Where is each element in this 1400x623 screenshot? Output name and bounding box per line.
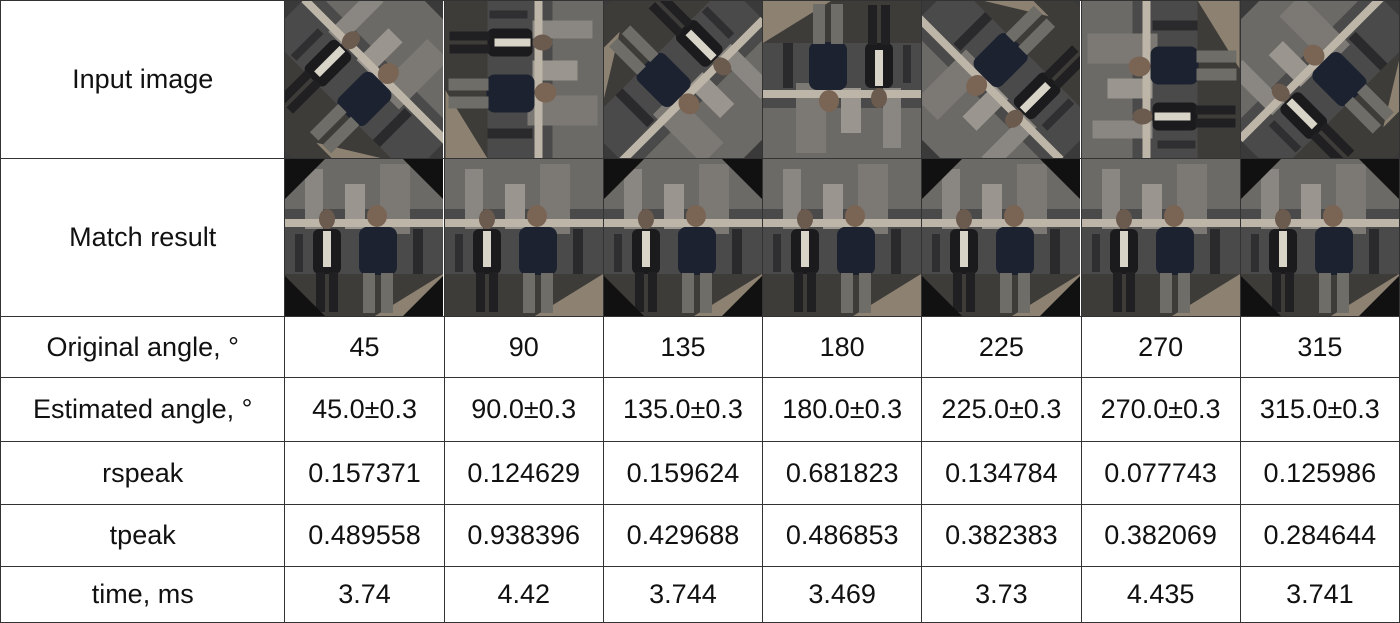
input-image-thumbnail	[604, 1, 762, 158]
match-result-label: Match result	[0, 158, 286, 317]
time-value: 3.73	[921, 566, 1082, 623]
match-result-cell	[284, 158, 445, 317]
original-angle-value: 315	[1239, 316, 1400, 378]
estimated-angle-row: Estimated angle, ° 45.0±0.3 90.0±0.3 135…	[0, 377, 1400, 442]
input-image-row: Input image	[0, 0, 1400, 159]
match-result-thumbnail	[1241, 159, 1399, 316]
time-row: time, ms 3.74 4.42 3.744 3.469 3.73 4.43…	[0, 566, 1400, 623]
tpeak-value: 0.429688	[602, 504, 764, 567]
tpeak-value: 0.382069	[1080, 504, 1241, 567]
estimated-angle-value: 180.0±0.3	[762, 377, 923, 442]
rspeak-value: 0.134784	[921, 441, 1082, 505]
estimated-angle-label: Estimated angle, °	[0, 377, 286, 442]
estimated-angle-value: 315.0±0.3	[1239, 377, 1400, 442]
input-image-cell	[443, 0, 604, 159]
rspeak-value: 0.124629	[443, 441, 604, 505]
time-value: 3.744	[602, 566, 764, 623]
estimated-angle-value: 90.0±0.3	[443, 377, 604, 442]
input-image-thumbnail	[1241, 1, 1399, 158]
time-label: time, ms	[0, 566, 286, 623]
match-result-thumbnail	[445, 159, 603, 316]
tpeak-value: 0.938396	[443, 504, 604, 567]
input-image-label: Input image	[0, 0, 286, 159]
tpeak-row: tpeak 0.489558 0.938396 0.429688 0.48685…	[0, 504, 1400, 567]
original-angle-value: 90	[443, 316, 604, 378]
tpeak-value: 0.382383	[921, 504, 1082, 567]
tpeak-value: 0.489558	[284, 504, 445, 567]
time-value: 3.469	[762, 566, 923, 623]
rspeak-row: rspeak 0.157371 0.124629 0.159624 0.6818…	[0, 441, 1400, 505]
rspeak-value: 0.159624	[602, 441, 764, 505]
match-result-thumbnail	[604, 159, 762, 316]
tpeak-value: 0.486853	[762, 504, 923, 567]
estimated-angle-value: 45.0±0.3	[284, 377, 445, 442]
original-angle-value: 45	[284, 316, 445, 378]
match-result-cell	[443, 158, 604, 317]
input-image-cell	[602, 0, 764, 159]
match-result-cell	[1080, 158, 1241, 317]
original-angle-value: 135	[602, 316, 764, 378]
input-image-thumbnail	[445, 1, 603, 158]
time-value: 3.741	[1239, 566, 1400, 623]
rspeak-value: 0.125986	[1239, 441, 1400, 505]
input-image-thumbnail	[285, 1, 444, 158]
original-angle-value: 225	[921, 316, 1082, 378]
input-image-thumbnail	[763, 1, 921, 158]
rspeak-value: 0.681823	[762, 441, 923, 505]
input-image-thumbnail	[922, 1, 1080, 158]
estimated-angle-value: 135.0±0.3	[602, 377, 764, 442]
rspeak-label: rspeak	[0, 441, 286, 505]
original-angle-row: Original angle, ° 45 90 135 180 225 270 …	[0, 316, 1400, 378]
input-image-cell	[1239, 0, 1400, 159]
match-result-thumbnail	[1082, 159, 1240, 316]
match-result-thumbnail	[763, 159, 921, 316]
time-value: 3.74	[284, 566, 445, 623]
rspeak-value: 0.077743	[1080, 441, 1241, 505]
original-angle-label: Original angle, °	[0, 316, 286, 378]
original-angle-value: 180	[762, 316, 923, 378]
input-image-cell	[284, 0, 445, 159]
match-result-thumbnail	[922, 159, 1080, 316]
match-result-thumbnail	[285, 159, 444, 316]
input-image-thumbnail	[1082, 1, 1240, 158]
input-image-cell	[762, 0, 923, 159]
time-value: 4.435	[1080, 566, 1241, 623]
input-image-cell	[1080, 0, 1241, 159]
input-image-cell	[921, 0, 1082, 159]
match-result-cell	[1239, 158, 1400, 317]
tpeak-value: 0.284644	[1239, 504, 1400, 567]
estimated-angle-value: 270.0±0.3	[1080, 377, 1241, 442]
time-value: 4.42	[443, 566, 604, 623]
match-result-cell	[602, 158, 764, 317]
original-angle-value: 270	[1080, 316, 1241, 378]
rspeak-value: 0.157371	[284, 441, 445, 505]
estimated-angle-value: 225.0±0.3	[921, 377, 1082, 442]
tpeak-label: tpeak	[0, 504, 286, 567]
match-result-cell	[762, 158, 923, 317]
match-result-row: Match result	[0, 158, 1400, 317]
match-result-cell	[921, 158, 1082, 317]
